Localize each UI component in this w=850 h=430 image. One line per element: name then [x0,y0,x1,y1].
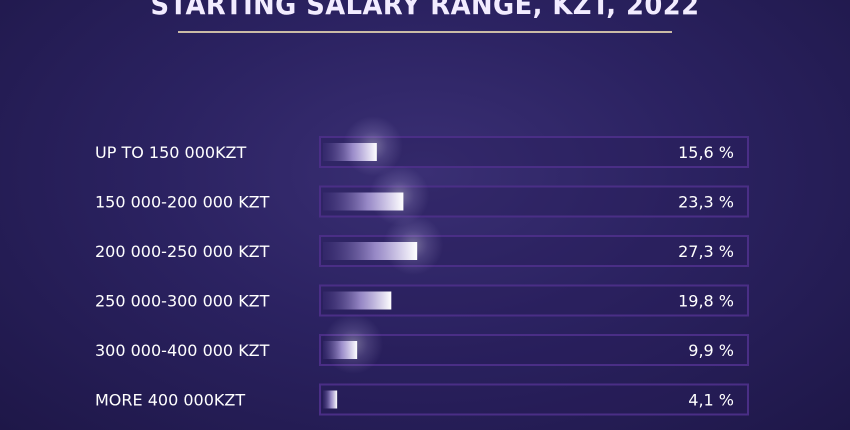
bar [323,341,358,359]
category-label: 250 000-300 000 KZT [95,292,270,311]
chart-title: STARTING SALARY RANGE, KZT, 2022 [150,0,700,21]
bar-track [319,383,749,416]
category-label: MORE 400 000KZT [95,391,245,410]
value-label: 15,6 % [678,143,734,162]
bar [323,143,377,161]
value-label: 4,1 % [688,391,734,410]
bar [323,390,338,409]
value-label: 19,8 % [678,292,734,311]
bar [323,242,418,260]
category-label: 150 000-200 000 KZT [95,193,270,212]
value-label: 23,3 % [678,193,734,212]
bar [323,291,392,310]
category-label: UP TO 150 000KZT [95,143,247,162]
bar-track [319,334,749,366]
category-label: 300 000-400 000 KZT [95,341,270,360]
category-label: 200 000-250 000 KZT [95,242,270,261]
bar-track [319,284,749,317]
bar [323,192,404,211]
value-label: 9,9 % [688,341,734,360]
title-underline [178,31,672,33]
value-label: 27,3 % [678,242,734,261]
